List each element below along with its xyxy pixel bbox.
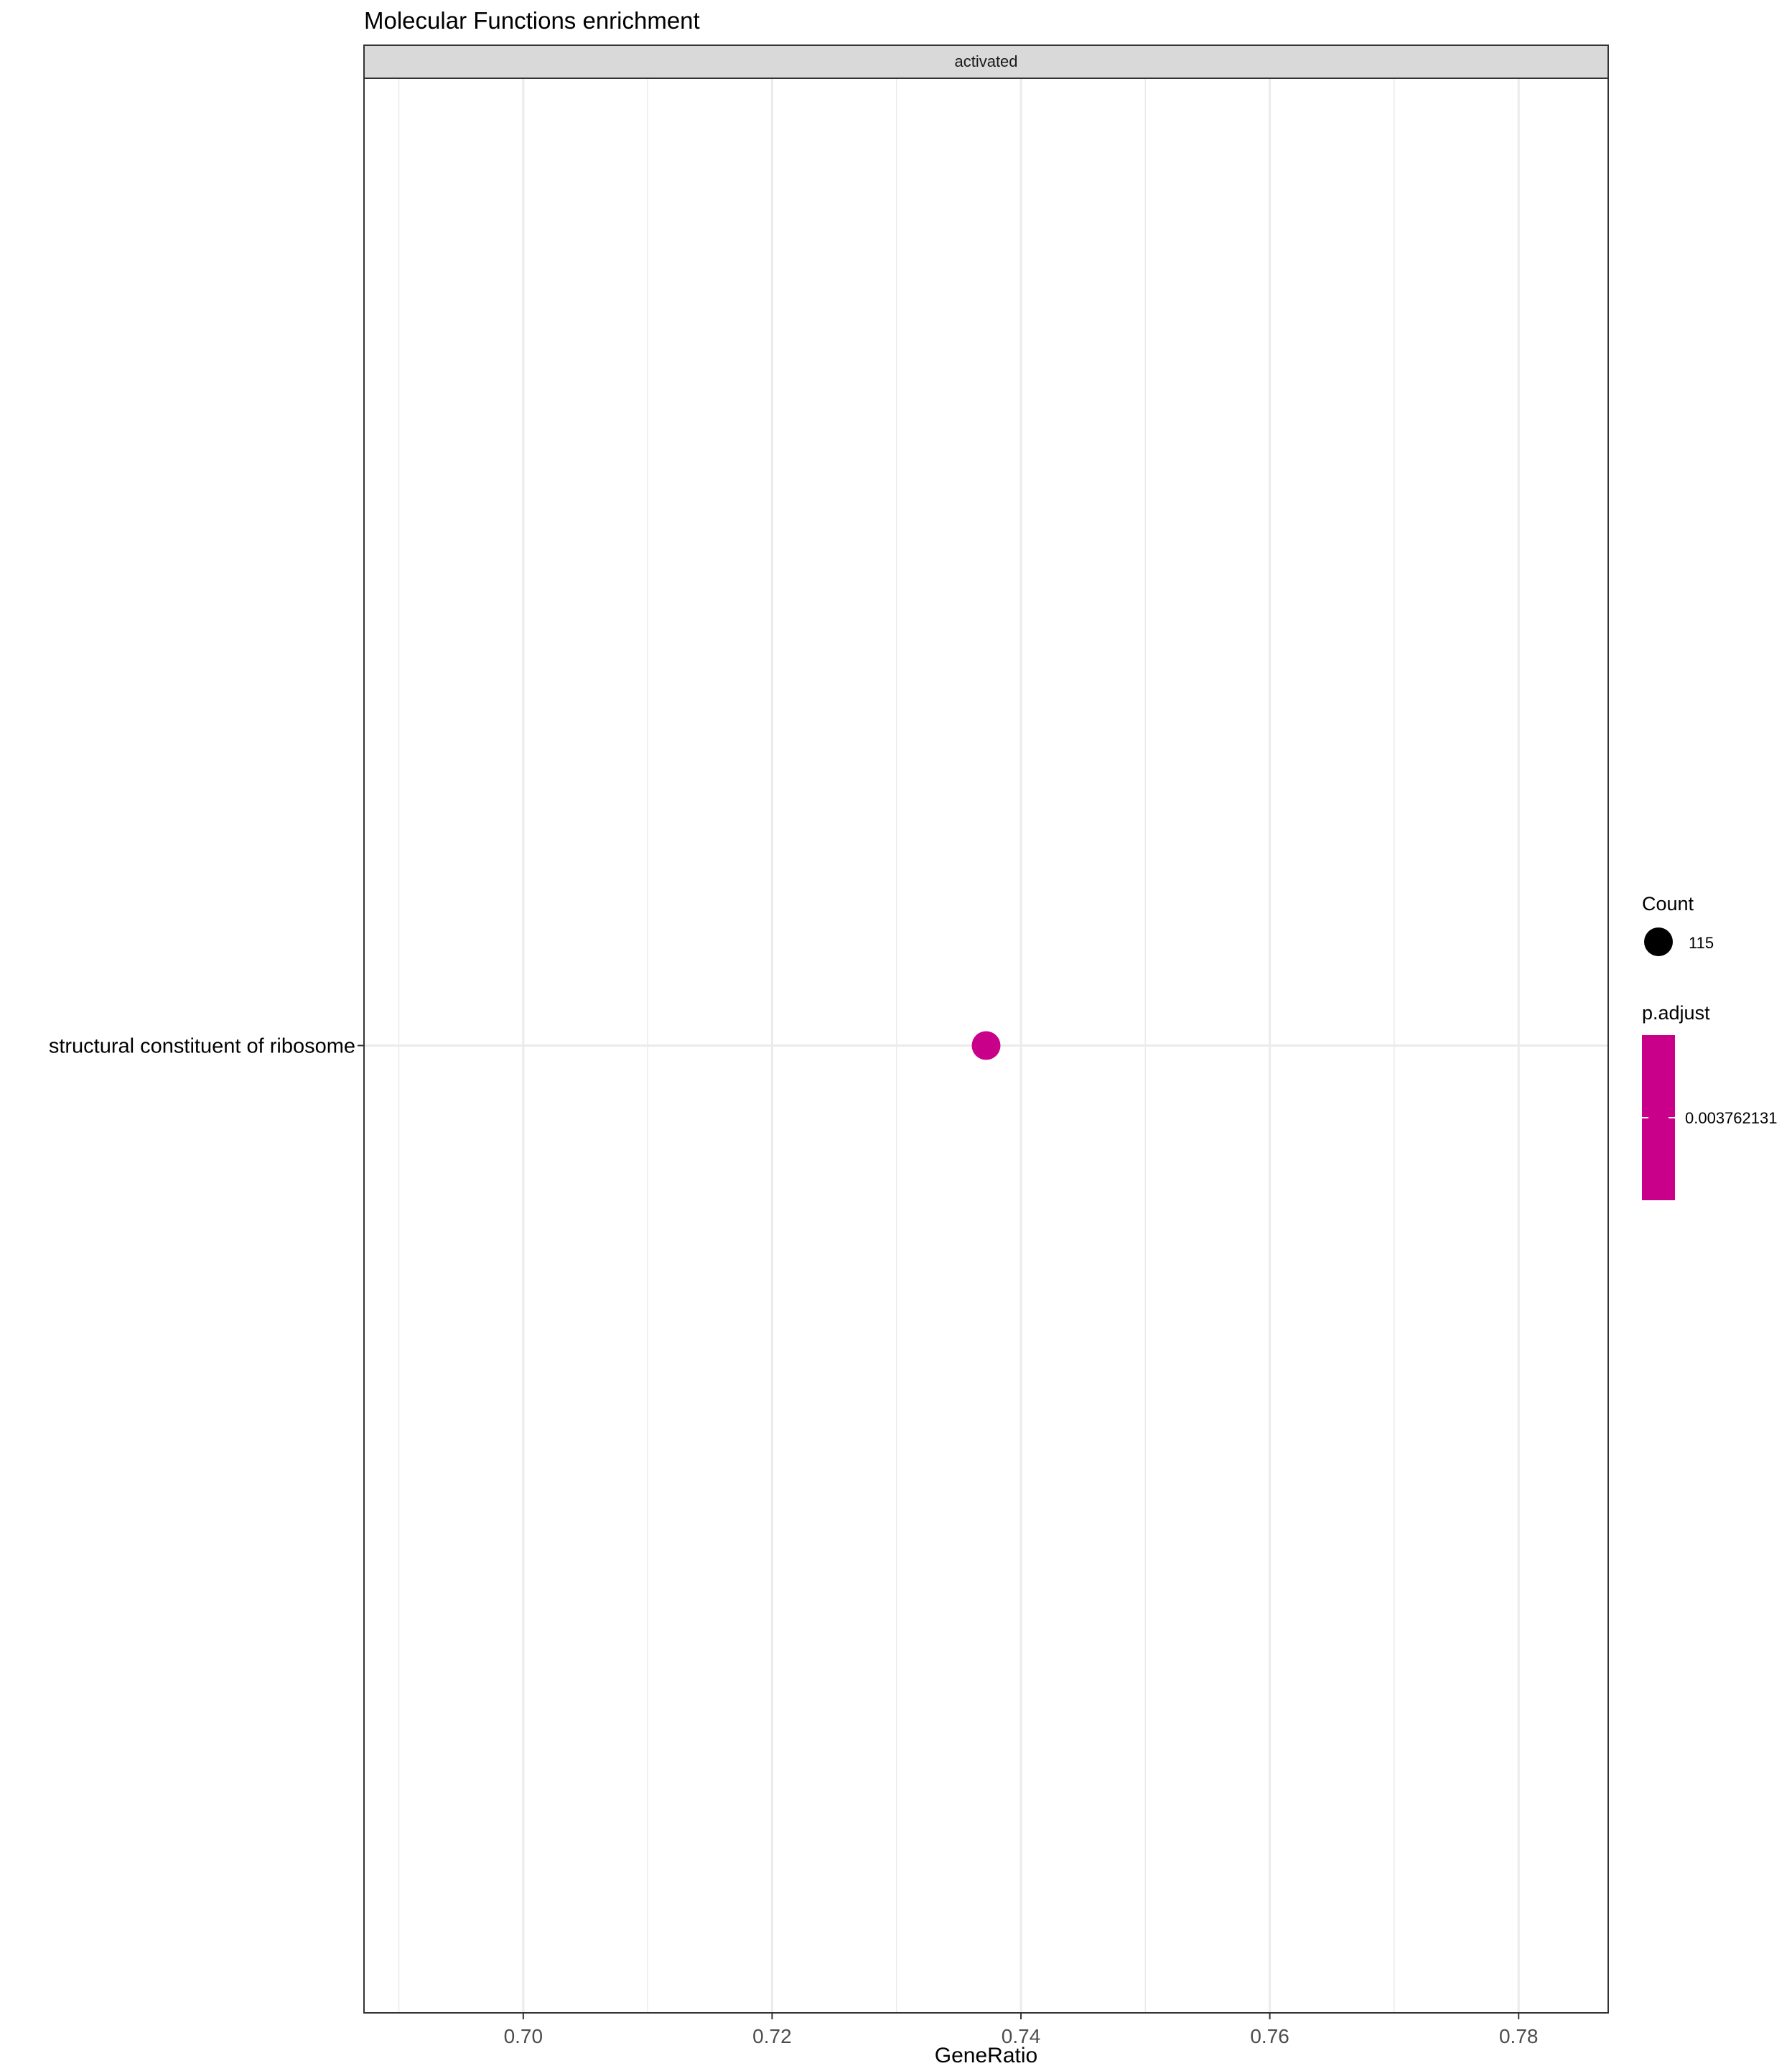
facet-strip-label: activated [954,52,1017,70]
x-tick-label: 0.72 [752,2025,792,2047]
x-tick-label: 0.74 [1002,2025,1041,2047]
legend-padjust-label: 0.003762131 [1685,1109,1777,1127]
x-axis: 0.70 0.72 0.74 0.76 0.78 [504,2013,1539,2047]
legend-count-title: Count [1642,893,1694,915]
x-tick-label: 0.78 [1499,2025,1539,2047]
legend-count-label: 115 [1689,934,1714,952]
facet-strip [363,45,1609,79]
x-tick-label: 0.70 [504,2025,543,2047]
x-tick-label: 0.76 [1250,2025,1289,2047]
legend-padjust-title: p.adjust [1642,1002,1710,1024]
chart-title: Molecular Functions enrichment [364,7,700,34]
y-axis: structural constituent of ribosome [49,1035,364,1058]
legend-count-symbol [1644,927,1673,956]
legend-count: Count 115 [1642,893,1714,956]
legend-padjust: p.adjust 0.003762131 [1642,1002,1777,1200]
data-point [971,1031,1001,1060]
data-points [971,1031,1001,1060]
y-tick-label: structural constituent of ribosome [49,1035,355,1058]
x-axis-label: GeneRatio [935,2044,1037,2067]
